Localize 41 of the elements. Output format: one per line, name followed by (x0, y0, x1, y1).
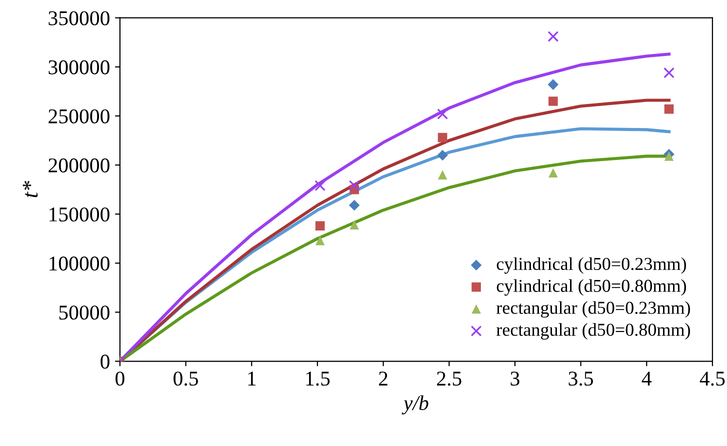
point (350, 220, 359, 230)
y-tick-label: 250000 (48, 109, 110, 124)
point (548, 96, 558, 106)
point (348, 180, 360, 192)
y-tick-label: 50000 (59, 306, 110, 320)
x-tick-label: 0.5 (174, 372, 198, 386)
legend-label: rectangular (d50=0.80mm) (496, 323, 690, 340)
point (315, 221, 325, 231)
x-tick-label: 4.5 (700, 372, 725, 386)
y-tick-label: 0 (100, 354, 110, 369)
point (664, 152, 674, 161)
point (437, 108, 448, 120)
point (548, 79, 559, 90)
y-tick-label: 150000 (50, 207, 110, 222)
point (664, 67, 675, 78)
y-tick-label: 300000 (48, 60, 110, 74)
y-tick-label: 350000 (48, 11, 110, 26)
x-tick-label: 1.5 (306, 372, 330, 386)
x-tick-label: 4 (642, 372, 652, 386)
x-tick-label: 2.5 (437, 372, 462, 386)
point (438, 170, 448, 180)
point (548, 30, 559, 42)
y-axis-title: t* (22, 180, 38, 198)
point (315, 236, 325, 246)
point (548, 168, 558, 178)
x-axis-title: y/b (402, 395, 428, 414)
point (438, 132, 448, 142)
x-tick-label: 3.5 (568, 372, 593, 386)
point (437, 150, 448, 161)
y-tick-label: 200000 (48, 158, 110, 172)
point (314, 180, 326, 192)
point (348, 200, 360, 211)
x-tick-label: 1 (248, 372, 256, 386)
legend-label: cylindrical (d50=0.23mm) (496, 257, 686, 274)
legend-label: cylindrical (d50=0.80mm) (496, 279, 686, 296)
legend-label: rectangular (d50=0.23mm) (496, 301, 690, 318)
x-tick-label: 3 (510, 372, 520, 386)
point (664, 104, 674, 114)
x-tick-label: 2 (378, 372, 388, 386)
y-tick-label: 100000 (50, 256, 110, 271)
x-tick-label: 0 (116, 372, 124, 386)
